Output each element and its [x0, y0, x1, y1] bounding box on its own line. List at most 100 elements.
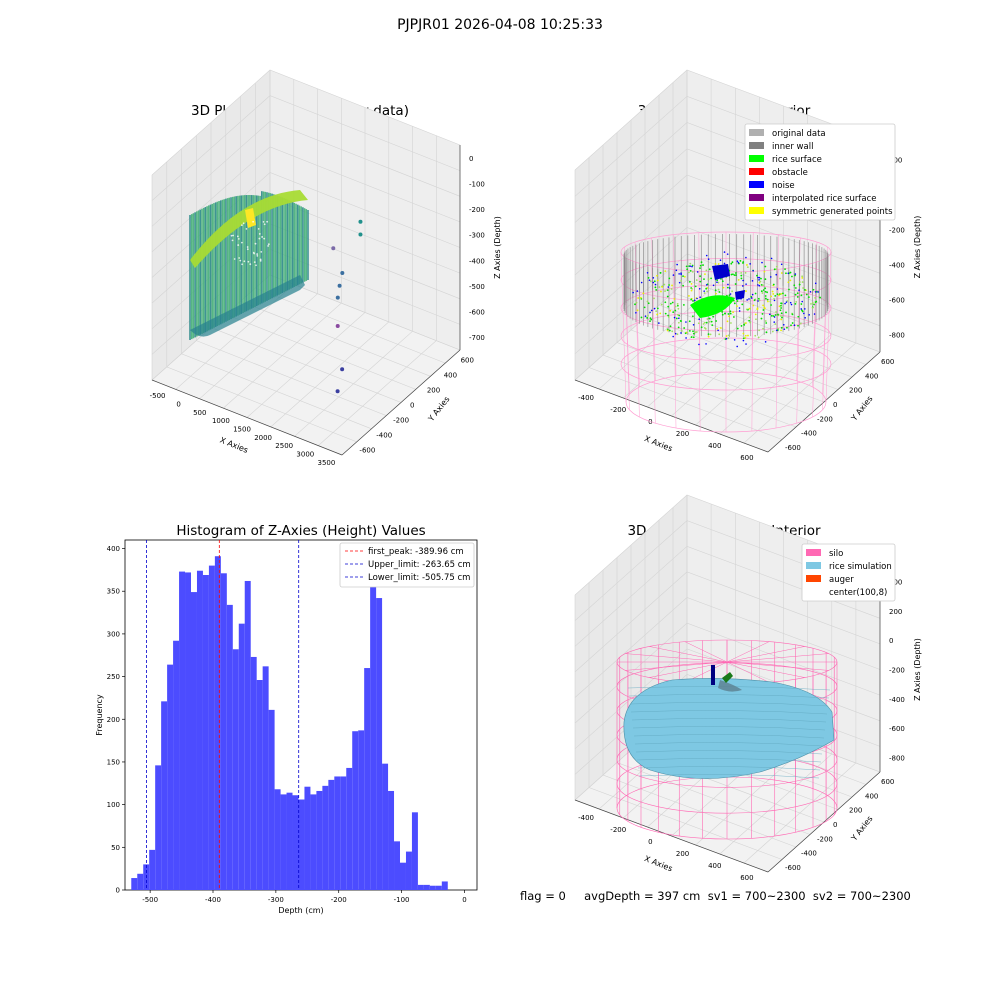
- panel2-surface-point: [757, 297, 760, 300]
- panel2-grid-line: [616, 132, 811, 415]
- panel2-noise-point: [751, 293, 754, 296]
- panel2-surface-point: [639, 296, 642, 299]
- panel2-surface-point: [636, 309, 639, 312]
- panel2-noise-point: [632, 291, 634, 294]
- panel1-axes-3d: -5000500100015002000250030003500-600-400…: [150, 69, 502, 467]
- panel2-noise-point: [676, 263, 678, 266]
- panel2-surface-point: [764, 295, 767, 297]
- panel3-hist-bar: [340, 776, 347, 890]
- panel2-surface-point: [691, 315, 694, 318]
- panel1-gap-point: [237, 238, 240, 240]
- panel2-surface-point: [812, 288, 815, 291]
- panel2-silo-line: [620, 251, 627, 403]
- panel2-noise-point: [703, 290, 705, 292]
- panel2-noise-point: [745, 256, 747, 259]
- panel2-noise-point: [750, 297, 753, 299]
- panel2-z-tick-label: -200: [889, 227, 905, 235]
- panel2-surface-point: [685, 265, 688, 268]
- panel2-noise-point: [804, 316, 806, 319]
- panel2-y-tick-label: -600: [785, 444, 801, 452]
- panel2-surface-point: [757, 336, 760, 339]
- panel2-surface-point: [814, 296, 816, 299]
- panel2-rice-core: [690, 295, 735, 318]
- panel1-z-tick-label: -600: [469, 309, 485, 317]
- panel2-surface-point: [780, 302, 783, 305]
- panel2-surface-point: [748, 307, 751, 310]
- panel2-noise-point: [667, 286, 670, 288]
- panel2-silo-line: [775, 269, 779, 428]
- panel3-hist-bar: [220, 573, 227, 890]
- panel2-point-cloud: [620, 231, 832, 433]
- panel2-surface-point: [714, 263, 717, 265]
- panel2-surface-point: [761, 292, 764, 294]
- panel2-surface-point: [740, 277, 743, 280]
- panel2-z-tick-label: -400: [889, 262, 905, 270]
- panel1-z-tick-label: -400: [469, 257, 485, 265]
- panel2-surface-point: [775, 265, 778, 268]
- panel4-surface-mesh: [638, 774, 820, 779]
- panel2-noise-point: [780, 263, 783, 266]
- panel1-gap-point: [246, 248, 249, 251]
- panel2-noise-point: [742, 339, 745, 342]
- panel4-x-tick-label: 600: [740, 874, 753, 882]
- panel3-hist-bar: [411, 812, 418, 890]
- panel3-hist-bar: [417, 884, 424, 890]
- panel1-gap-point: [233, 258, 236, 260]
- panel3-x-tick-label: -200: [331, 896, 347, 904]
- panel1-gap-point: [230, 234, 233, 237]
- panel2-noise-point: [674, 332, 677, 335]
- panel2-surface-point: [699, 275, 701, 278]
- panel2-surface-point: [717, 263, 720, 265]
- panel2-surface-point: [762, 304, 764, 307]
- panel4-surface-mesh: [633, 734, 825, 739]
- panel2-noise-point: [646, 272, 649, 274]
- panel4-legend: silo rice simulation auger center(100,8): [801, 543, 896, 602]
- panel2-y-axis-title: Y Axies: [849, 394, 875, 423]
- panel2-noise-point: [717, 329, 719, 332]
- panel2-surface-point: [760, 290, 763, 293]
- panel2-surface-point: [764, 278, 767, 281]
- panel4-x-tick-label: -200: [610, 826, 626, 834]
- panel1-y-tick-label: -400: [376, 432, 392, 440]
- panel2-surface-point: [697, 322, 700, 325]
- panel2-surface-point: [796, 292, 799, 295]
- panel2-surface-point: [642, 292, 645, 295]
- panel2-surface-point: [661, 285, 664, 288]
- panel2-legend-swatch: [749, 155, 764, 162]
- panel3-hist-bar: [400, 862, 406, 890]
- panel2-surface-point: [764, 320, 767, 322]
- panel2-noise-point: [817, 291, 819, 293]
- panel2-legend-frame: [744, 123, 896, 221]
- panel2-surface-point: [762, 309, 765, 311]
- panel1-gap-point: [257, 227, 260, 230]
- panel2-y-tick-label: -400: [801, 430, 817, 438]
- panel2-surface-point: [683, 327, 686, 329]
- panel2-surface-point: [714, 289, 717, 292]
- panel2-surface-point: [764, 307, 766, 310]
- panel2-surface-point: [790, 324, 792, 327]
- panel2-legend-label: interpolated rice surface: [772, 194, 877, 204]
- panel2-surface-point: [796, 296, 799, 298]
- panel2-noise-point: [736, 260, 739, 262]
- panel2-surface-point: [669, 302, 672, 305]
- panel1-outlier-point: [335, 295, 340, 300]
- panel3-y-axis-title: Frequency: [95, 694, 104, 736]
- panel2-surface-point: [670, 288, 673, 290]
- panel2-surface-point: [736, 305, 738, 308]
- panel1-gap-point: [241, 263, 244, 266]
- panel2-surface-point: [689, 269, 692, 272]
- panel4-x-tick-label: 0: [648, 838, 652, 846]
- panel2-noise-point: [748, 298, 750, 300]
- panel2-noise-point: [636, 290, 639, 292]
- panel1-wall-top-band: [190, 190, 308, 268]
- panel3-hist-bar: [238, 623, 245, 890]
- panel4-surface-mesh: [637, 766, 821, 771]
- panel2-surface-point: [770, 304, 772, 306]
- panel1-x-tick-label: 3000: [296, 451, 314, 459]
- panel2-surface-point: [690, 336, 693, 338]
- panel3-hist-bar: [137, 873, 144, 890]
- panel2-legend-swatch: [749, 194, 764, 201]
- panel2-surface-point: [787, 281, 790, 284]
- panel1-grid-line: [151, 69, 461, 176]
- panel1-y-axis-line: [341, 349, 461, 456]
